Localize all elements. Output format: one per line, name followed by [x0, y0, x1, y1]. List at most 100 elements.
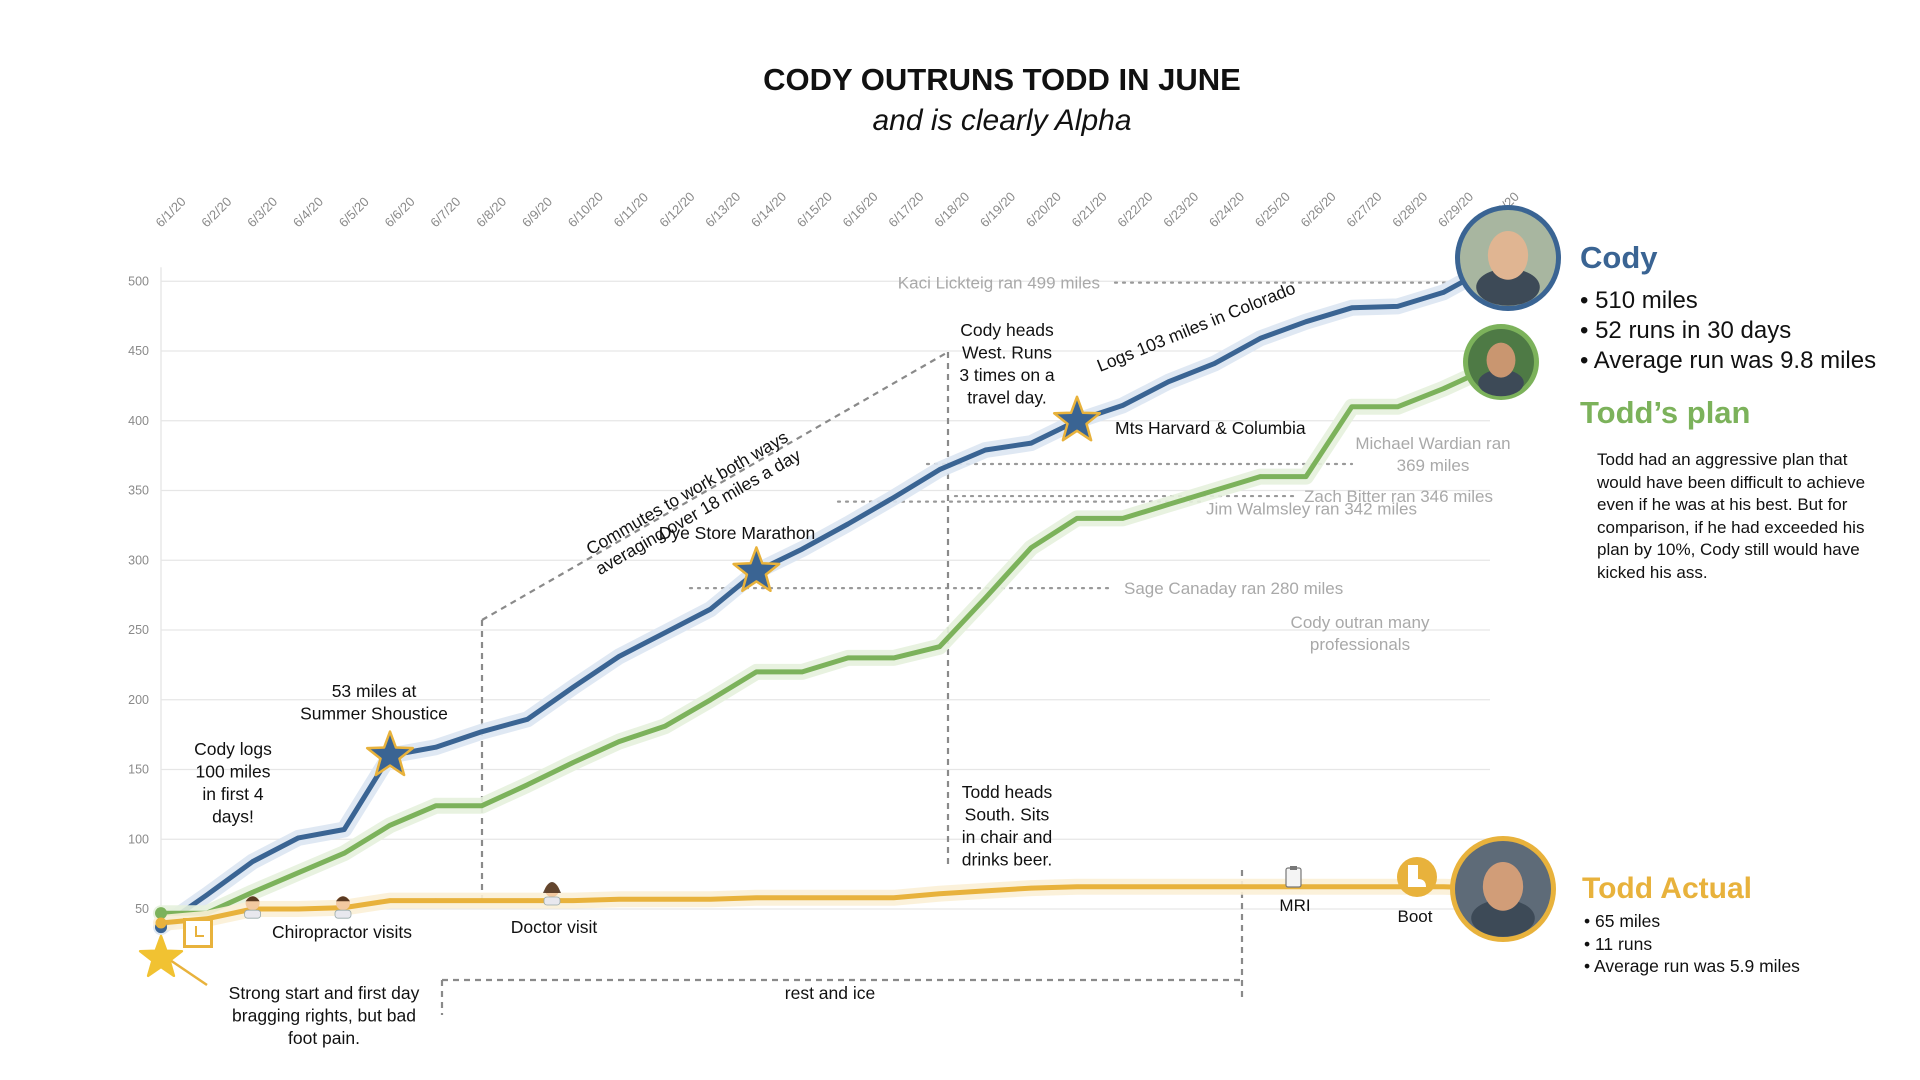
data-point	[1395, 404, 1400, 409]
data-point	[1395, 304, 1400, 309]
x-tick-label: 6/24/20	[1206, 189, 1247, 230]
data-point	[1349, 305, 1355, 310]
series-halo	[153, 359, 1498, 922]
clipboard-icon	[1290, 866, 1297, 870]
data-point	[571, 684, 576, 690]
y-tick-label: 350	[128, 484, 149, 498]
data-point	[433, 744, 438, 750]
cody-legend: Cody 510 miles 52 runs in 30 days Averag…	[1580, 240, 1876, 376]
x-tick-label: 6/13/20	[702, 189, 743, 230]
annotation-text: Cody logs 100 miles in first 4 days!	[194, 739, 272, 827]
data-point	[1120, 403, 1126, 408]
actual-stat-miles: 65 miles	[1584, 910, 1800, 933]
doctor-icon	[334, 909, 352, 919]
doctor-icon	[336, 896, 350, 902]
data-point	[708, 697, 713, 702]
data-point	[891, 895, 896, 901]
data-point	[1303, 884, 1309, 889]
data-point	[1349, 404, 1355, 409]
annotation-text: Mts Harvard & Columbia	[1115, 418, 1306, 438]
data-point	[250, 859, 255, 864]
x-tick-label: 6/23/20	[1160, 189, 1201, 230]
y-tick-label: 100	[128, 832, 149, 846]
data-point	[1441, 884, 1446, 889]
x-tick-label: 6/9/20	[519, 194, 555, 230]
star-pointer-line	[169, 958, 208, 987]
data-point	[983, 595, 988, 601]
chart-subtitle: and is clearly Alpha	[872, 104, 1132, 137]
data-point	[1166, 884, 1171, 889]
data-point	[845, 521, 851, 527]
data-point	[983, 447, 988, 453]
annotation-text: Dye Store Marathon	[659, 523, 816, 543]
reference-label: Jim Walmsley ran 342 miles	[1206, 500, 1417, 519]
data-point	[387, 898, 393, 903]
x-tick-label: 6/10/20	[565, 189, 606, 230]
cody-stat-miles: 510 miles	[1580, 286, 1876, 316]
data-point	[1258, 336, 1263, 341]
foot-icon	[195, 926, 204, 937]
data-point	[937, 644, 942, 649]
data-point	[250, 890, 255, 895]
data-point	[387, 823, 393, 828]
actual-stat-average: Average run was 5.9 miles	[1584, 955, 1800, 978]
data-point	[891, 495, 896, 500]
avatar-photo	[1478, 369, 1524, 397]
avatar-photo	[1487, 230, 1529, 280]
x-tick-label: 6/22/20	[1114, 189, 1155, 230]
y-tick-label: 300	[128, 553, 149, 567]
data-point	[891, 655, 896, 661]
x-tick-label: 6/3/20	[244, 194, 280, 230]
data-point	[571, 898, 576, 903]
data-point	[754, 669, 759, 675]
reference-label: Sage Canaday ran 280 miles	[1124, 579, 1343, 598]
y-tick-label: 150	[128, 763, 149, 777]
data-point	[479, 898, 484, 903]
data-point	[845, 895, 851, 901]
x-tick-label: 6/7/20	[427, 194, 463, 230]
data-point	[525, 898, 530, 903]
data-point	[525, 717, 530, 722]
y-tick-label: 250	[128, 623, 149, 637]
data-point	[1166, 379, 1171, 384]
data-point	[1212, 884, 1217, 889]
data-point	[571, 760, 576, 765]
actual-legend: Todd Actual 65 miles 11 runs Average run…	[1582, 872, 1800, 978]
data-point	[708, 897, 713, 902]
annotation-text: Doctor visit	[511, 917, 598, 937]
annotation-text: Chiropractor visits	[272, 922, 412, 942]
data-point	[479, 803, 484, 808]
annotation-text: rest and ice	[785, 983, 875, 1003]
data-point	[937, 891, 942, 896]
cody-legend-title: Cody	[1580, 240, 1658, 275]
avatar-photo	[1471, 899, 1535, 937]
doctor-icon	[245, 896, 260, 902]
annotation-text: Cody outran many professionals	[1291, 613, 1430, 654]
series-line	[158, 884, 1492, 926]
plan-description: Todd had an aggressive plan that would h…	[1597, 450, 1866, 582]
data-point	[983, 888, 988, 894]
data-point	[662, 630, 667, 635]
star-icon	[732, 546, 781, 593]
reference-label: Zach Bitter ran 346 miles	[1304, 487, 1493, 506]
x-tick-label: 6/26/20	[1298, 189, 1339, 230]
doctor-icon	[244, 909, 262, 919]
cody-stat-runs: 52 runs in 30 days	[1580, 316, 1876, 346]
x-tick-label: 6/16/20	[840, 189, 881, 230]
avatar-photo	[1482, 861, 1524, 911]
doctor-icon	[543, 882, 561, 893]
data-point	[1029, 440, 1034, 446]
x-tick-label: 6/20/20	[1023, 189, 1064, 230]
data-point	[708, 606, 713, 612]
data-point	[296, 906, 301, 912]
avatar-photo	[1486, 342, 1516, 378]
data-point	[937, 467, 942, 472]
x-tick-label: 6/19/20	[977, 189, 1018, 230]
x-tick-label: 6/27/20	[1343, 189, 1384, 230]
x-tick-label: 6/1/20	[153, 194, 189, 230]
data-point	[800, 895, 805, 901]
y-tick-label: 450	[128, 344, 149, 358]
data-point	[1029, 545, 1034, 550]
star-icon	[138, 934, 184, 978]
data-point	[1349, 884, 1355, 889]
